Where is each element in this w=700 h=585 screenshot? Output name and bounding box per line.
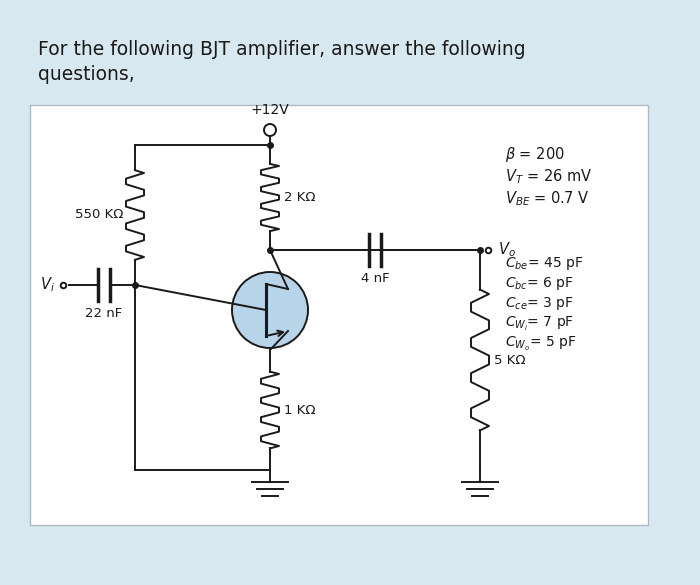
Text: 2 KΩ: 2 KΩ — [284, 191, 316, 204]
Text: questions,: questions, — [38, 65, 134, 84]
FancyBboxPatch shape — [30, 105, 648, 525]
Text: 5 KΩ: 5 KΩ — [494, 353, 526, 366]
Text: $V_o$: $V_o$ — [498, 240, 516, 259]
Text: $V_T$ = 26 mV: $V_T$ = 26 mV — [505, 167, 593, 185]
Text: $C_{be}$= 45 pF: $C_{be}$= 45 pF — [505, 255, 583, 272]
Text: 4 nF: 4 nF — [360, 272, 389, 285]
Text: $C_{ce}$= 3 pF: $C_{ce}$= 3 pF — [505, 295, 573, 312]
Text: $C_{bc}$= 6 pF: $C_{bc}$= 6 pF — [505, 275, 574, 292]
Circle shape — [232, 272, 308, 348]
Text: 1 KΩ: 1 KΩ — [284, 404, 316, 417]
Text: +12V: +12V — [251, 103, 289, 117]
Text: $C_{W_o}$= 5 pF: $C_{W_o}$= 5 pF — [505, 335, 576, 353]
Text: $\beta$ = 200: $\beta$ = 200 — [505, 145, 565, 164]
Text: $C_{W_i}$= 7 pF: $C_{W_i}$= 7 pF — [505, 315, 574, 333]
Text: For the following BJT amplifier, answer the following: For the following BJT amplifier, answer … — [38, 40, 526, 59]
Text: 550 KΩ: 550 KΩ — [75, 208, 123, 222]
Text: $V_i$: $V_i$ — [40, 276, 55, 294]
Text: 22 nF: 22 nF — [85, 307, 122, 320]
Text: $V_{BE}$ = 0.7 V: $V_{BE}$ = 0.7 V — [505, 189, 589, 208]
